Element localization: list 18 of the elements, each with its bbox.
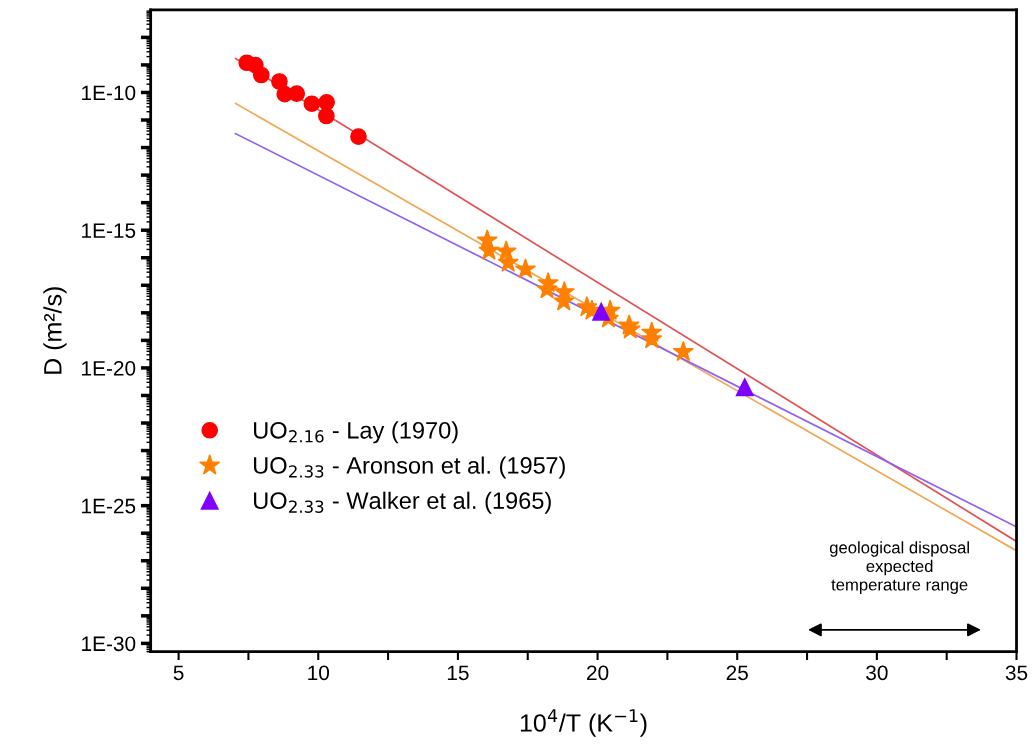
x-tick-label: 25 (726, 665, 748, 681)
x-tick-label: 10 (308, 665, 330, 681)
annotation: geological disposal expected temperature range (829, 541, 969, 594)
x-tick-label: 15 (447, 665, 469, 681)
x-tick-label: 30 (866, 665, 888, 681)
y-tick-label: 1E-15 (82, 223, 136, 238)
x-tick-label: 35 (1005, 665, 1028, 681)
y-tick-label: 1E-20 (82, 360, 136, 376)
x-tick-label: 5 (173, 665, 184, 681)
legend-label: UO$_{2.33}$ - Walker et al. (1965) (254, 491, 551, 514)
x-axis-title: 10$^{4}$/T (K$^{−1}$) (520, 709, 647, 737)
y-tick-label: 1E-10 (82, 85, 136, 101)
y-tick-label: 1E-25 (82, 498, 136, 514)
y-tick-label: 1E-30 (82, 636, 136, 652)
legend-label: UO$_{2.33}$ - Aronson et al. (1957) (254, 456, 565, 479)
x-tick-label: 20 (587, 665, 609, 681)
legend-label: UO$_{2.16}$ - Lay (1970) (254, 421, 458, 444)
y-axis-title: D (m²/s) (43, 287, 67, 374)
